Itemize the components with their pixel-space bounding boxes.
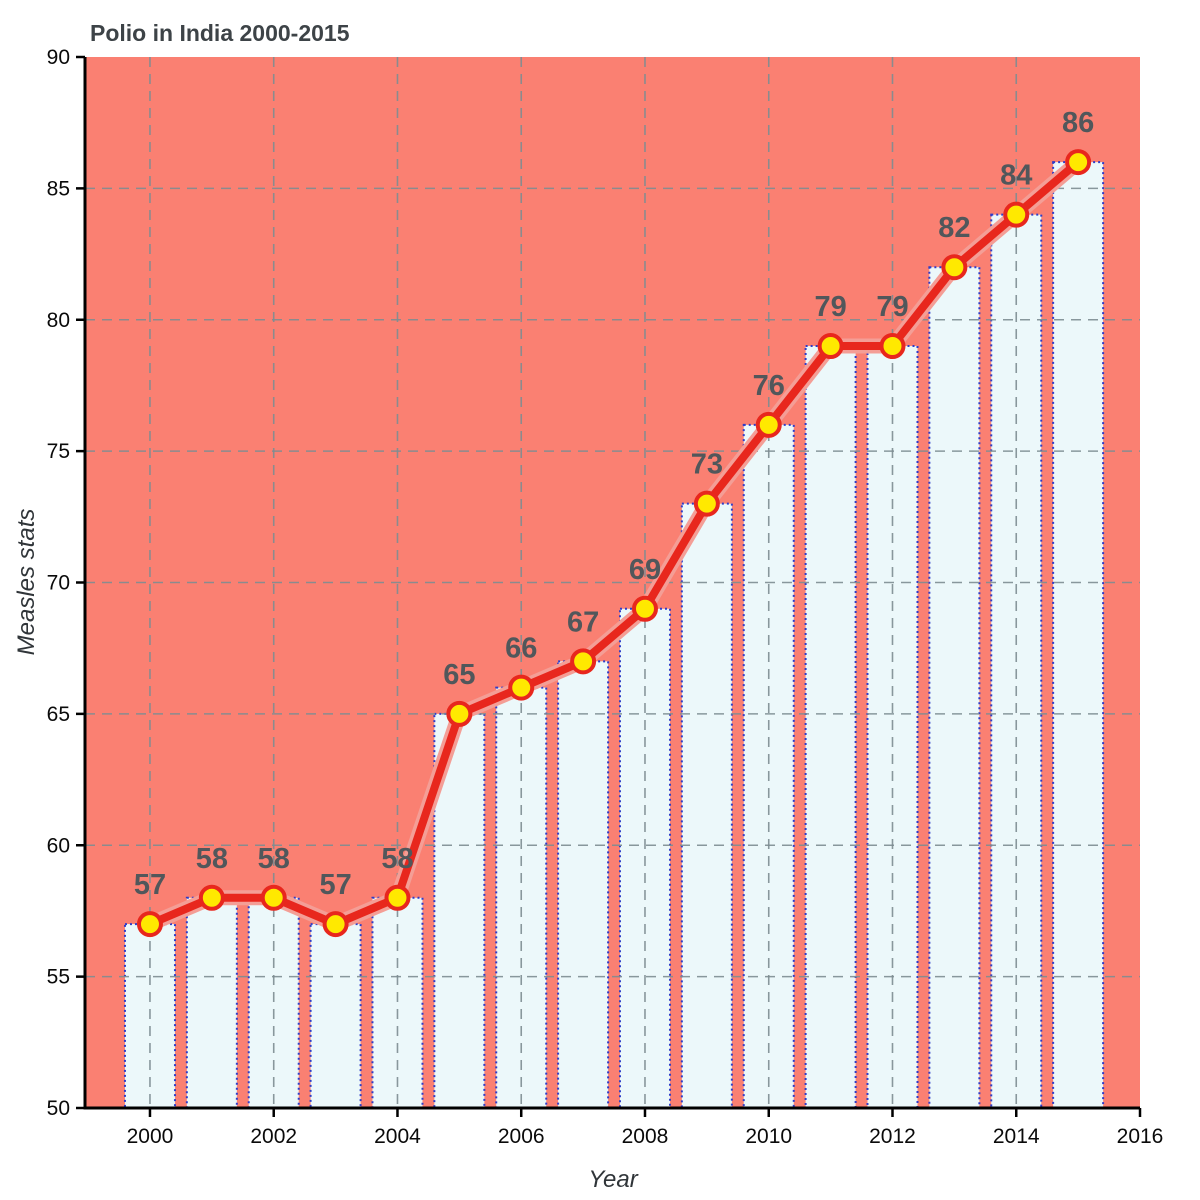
y-tick-label-55: 55 — [47, 966, 70, 989]
marker-2005 — [446, 700, 473, 727]
marker-2010 — [755, 411, 782, 438]
value-label-2000: 57 — [134, 869, 166, 901]
marker-2001 — [198, 884, 225, 911]
marker-2012 — [879, 333, 906, 360]
y-tick-label-75: 75 — [47, 440, 70, 463]
marker-2004 — [384, 884, 411, 911]
y-tick-label-50: 50 — [47, 1097, 70, 1120]
x-tick-label-2008: 2008 — [622, 1125, 669, 1148]
x-tick-label-2006: 2006 — [498, 1125, 545, 1148]
marker-2007 — [570, 648, 597, 675]
value-label-2002: 58 — [258, 843, 290, 875]
x-tick-label-2014: 2014 — [993, 1125, 1040, 1148]
bar-2003 — [309, 923, 362, 1110]
y-axis-title: Measles stats — [13, 508, 40, 656]
y-tick-label-85: 85 — [47, 177, 70, 200]
x-axis-title: Year — [588, 1166, 638, 1193]
marker-2014 — [1003, 201, 1030, 228]
value-label-2011: 79 — [814, 291, 846, 323]
bar-2011 — [804, 345, 857, 1109]
value-label-2004: 58 — [381, 843, 413, 875]
marker-2000 — [136, 911, 163, 938]
marker-2015 — [1065, 149, 1092, 176]
y-tick-label-90: 90 — [47, 46, 70, 69]
marker-2011 — [817, 333, 844, 360]
bar-2013 — [928, 266, 981, 1109]
bar-2007 — [557, 660, 610, 1109]
value-label-2007: 67 — [567, 606, 599, 638]
value-label-2012: 79 — [876, 291, 908, 323]
value-label-2013: 82 — [938, 212, 970, 244]
value-label-2014: 84 — [1000, 160, 1032, 192]
y-tick-label-80: 80 — [47, 309, 70, 332]
x-tick-label-2002: 2002 — [250, 1125, 297, 1148]
marker-2009 — [693, 490, 720, 517]
x-tick-label-2012: 2012 — [869, 1125, 916, 1148]
value-label-2009: 73 — [691, 449, 723, 481]
marker-2008 — [631, 595, 658, 622]
x-tick-label-2010: 2010 — [745, 1125, 792, 1148]
value-label-2003: 57 — [319, 869, 351, 901]
series-line — [145, 158, 1083, 929]
x-tick-label-2016: 2016 — [1117, 1125, 1164, 1148]
marker-2013 — [941, 254, 968, 281]
value-label-2010: 76 — [753, 370, 785, 402]
x-tick-label-2004: 2004 — [374, 1125, 421, 1148]
value-label-2015: 86 — [1062, 107, 1094, 139]
bar-2015 — [1052, 161, 1105, 1110]
y-tick-label-60: 60 — [47, 834, 70, 857]
bar-2009 — [680, 502, 733, 1109]
x-tick-label-2000: 2000 — [127, 1125, 174, 1148]
marker-2006 — [508, 674, 535, 701]
y-tick-label-65: 65 — [47, 703, 70, 726]
chart-title: Polio in India 2000-2015 — [90, 20, 350, 46]
value-label-2001: 58 — [196, 843, 228, 875]
marker-2002 — [260, 884, 287, 911]
bar-2001 — [185, 896, 238, 1109]
value-label-2008: 69 — [629, 554, 661, 586]
y-tick-label-70: 70 — [47, 572, 70, 595]
value-label-2006: 66 — [505, 633, 537, 665]
marker-2003 — [322, 911, 349, 938]
bar-2010 — [742, 423, 795, 1110]
value-label-2005: 65 — [443, 659, 475, 691]
